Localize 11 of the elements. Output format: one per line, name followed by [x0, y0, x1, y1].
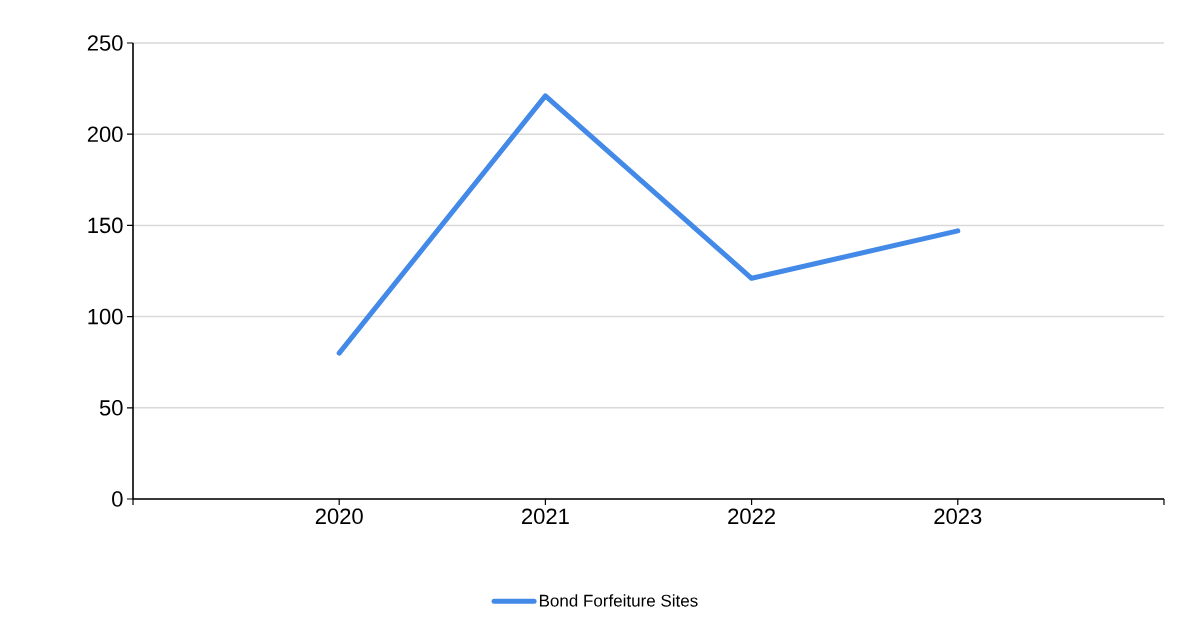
x-tick-label: 2023 [934, 508, 982, 525]
y-tick-label: 0 [112, 491, 123, 507]
y-tick-label: 150 [88, 217, 123, 234]
x-tick-label: 2020 [315, 508, 363, 525]
y-tick-label: 200 [87, 126, 123, 142]
y-tick-label: 100 [88, 308, 123, 325]
y-tick-label: 250 [87, 35, 123, 51]
y-tick-label: 50 [99, 400, 123, 416]
x-tick-label: 2022 [728, 508, 775, 525]
legend-label: Bond Forfeiture Sites [539, 594, 698, 607]
x-tick-label: 2021 [522, 508, 569, 525]
